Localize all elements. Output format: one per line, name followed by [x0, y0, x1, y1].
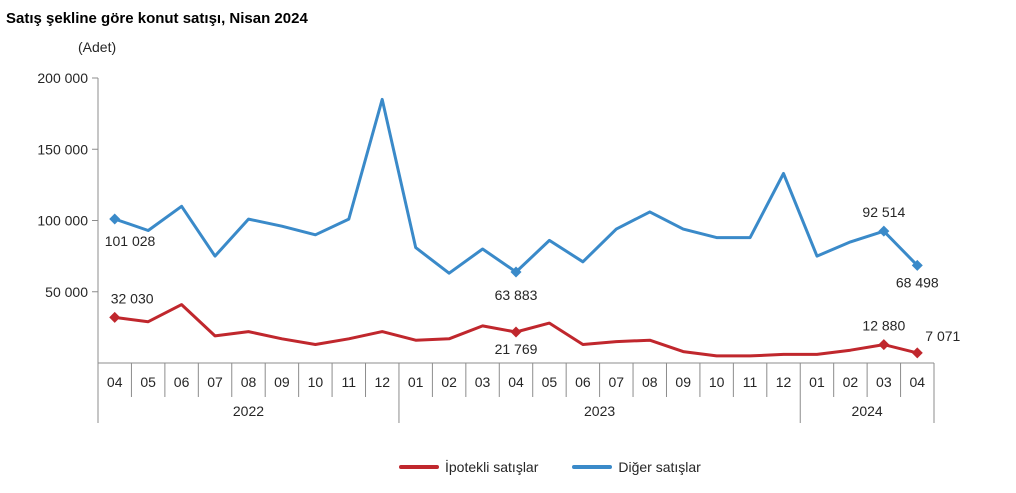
legend-label-diger: Diğer satışlar	[618, 459, 701, 475]
x-tick-label: 09	[274, 374, 290, 390]
data-label-diger: 101 028	[105, 233, 156, 249]
legend-label-ipotekli: İpotekli satışlar	[445, 459, 539, 475]
x-tick-label: 10	[709, 374, 725, 390]
x-tick-label: 03	[475, 374, 491, 390]
year-label: 2023	[584, 403, 615, 419]
y-tick-label: 150 000	[37, 141, 88, 157]
x-tick-label: 11	[342, 374, 357, 390]
axes: 50 000 100 000 150 000 200 000 04 05 06 07 08 09 1…	[37, 70, 935, 423]
x-tick-label: 12	[776, 374, 792, 390]
data-label-diger: 92 514	[862, 204, 905, 220]
data-point-marker-diger	[911, 259, 923, 271]
x-tick-label: 12	[374, 374, 390, 390]
legend: İpotekli satışlar Diğer satışlar	[399, 459, 701, 475]
x-tick-label: 06	[174, 374, 190, 390]
x-tick-label: 04	[508, 374, 524, 390]
data-point-marker-ipotekli	[510, 326, 522, 338]
legend-item-diger: Diğer satışlar	[572, 459, 701, 475]
series-layer	[109, 97, 923, 359]
x-tick-label: 02	[441, 374, 457, 390]
data-label-diger: 63 883	[495, 287, 538, 303]
data-point-marker-ipotekli	[911, 347, 923, 359]
x-tick-label: 05	[140, 374, 156, 390]
data-point-marker-ipotekli	[109, 311, 121, 323]
data-point-marker-diger	[109, 213, 121, 225]
data-label-ipotekli: 7 071	[925, 328, 960, 344]
chart-title: Satış şekline göre konut satışı, Nisan 2…	[6, 10, 308, 27]
x-tick-label: 02	[843, 374, 859, 390]
x-tick-label: 09	[675, 374, 691, 390]
data-label-ipotekli: 21 769	[495, 341, 538, 357]
x-tick-label: 08	[642, 374, 658, 390]
data-point-marker-ipotekli	[878, 339, 890, 351]
y-tick-label: 200 000	[37, 70, 88, 86]
x-tick-label: 03	[876, 374, 892, 390]
data-labels: 32 030 21 769 12 880 7 071 101 028 63 883 92 5…	[105, 204, 961, 357]
y-tick-label: 100 000	[37, 213, 88, 229]
legend-swatch-ipotekli	[399, 465, 439, 469]
x-tick-label: 10	[308, 374, 324, 390]
x-tick-label: 05	[542, 374, 558, 390]
x-tick-label: 07	[207, 374, 223, 390]
x-tick-label: 01	[809, 374, 825, 390]
x-tick-label: 04	[909, 374, 925, 390]
legend-swatch-diger	[572, 465, 613, 469]
y-tick-label: 50 000	[45, 284, 88, 300]
x-tick-label: 11	[743, 374, 758, 390]
data-label-diger: 68 498	[896, 274, 939, 290]
legend-item-ipotekli: İpotekli satışlar	[399, 459, 538, 475]
line-chart: (Adet) 50 000 100 000 150 000 200 000 04 05 06…	[37, 39, 961, 423]
y-unit-label: (Adet)	[78, 39, 116, 55]
x-tick-label: 04	[107, 374, 123, 390]
data-point-marker-diger	[878, 225, 890, 237]
x-tick-label: 06	[575, 374, 591, 390]
year-label: 2024	[852, 403, 883, 419]
x-tick-label: 07	[609, 374, 625, 390]
data-point-marker-diger	[510, 266, 522, 278]
x-tick-label: 08	[241, 374, 257, 390]
x-tick-label: 01	[408, 374, 424, 390]
year-label: 2022	[233, 403, 264, 419]
data-label-ipotekli: 12 880	[862, 318, 905, 334]
data-label-ipotekli: 32 030	[111, 290, 154, 306]
series-line-diger	[113, 97, 919, 275]
